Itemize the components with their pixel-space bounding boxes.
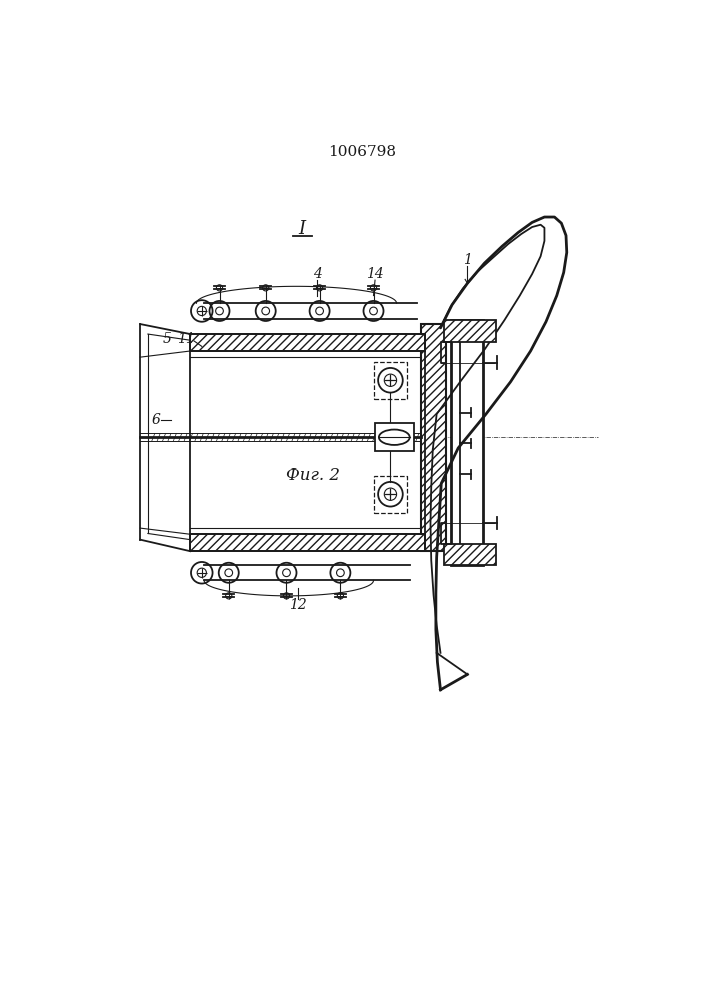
Ellipse shape: [379, 430, 409, 445]
Bar: [190, 334, 425, 351]
Text: 1006798: 1006798: [328, 145, 396, 159]
Text: Фиг. 2: Фиг. 2: [286, 467, 341, 484]
Text: 4: 4: [313, 267, 322, 281]
Text: 6: 6: [151, 413, 160, 427]
Bar: [190, 534, 425, 551]
Bar: [375, 423, 414, 451]
Bar: [444, 320, 496, 342]
Bar: [421, 324, 446, 551]
Bar: [444, 544, 496, 565]
Text: I: I: [298, 220, 305, 238]
Bar: [373, 362, 407, 399]
Bar: [373, 476, 407, 513]
Text: 5: 5: [163, 332, 172, 346]
Text: 12: 12: [289, 598, 307, 612]
Text: 1: 1: [463, 253, 472, 267]
Bar: [450, 320, 483, 565]
Text: 11: 11: [177, 332, 195, 346]
Text: 14: 14: [366, 267, 384, 281]
